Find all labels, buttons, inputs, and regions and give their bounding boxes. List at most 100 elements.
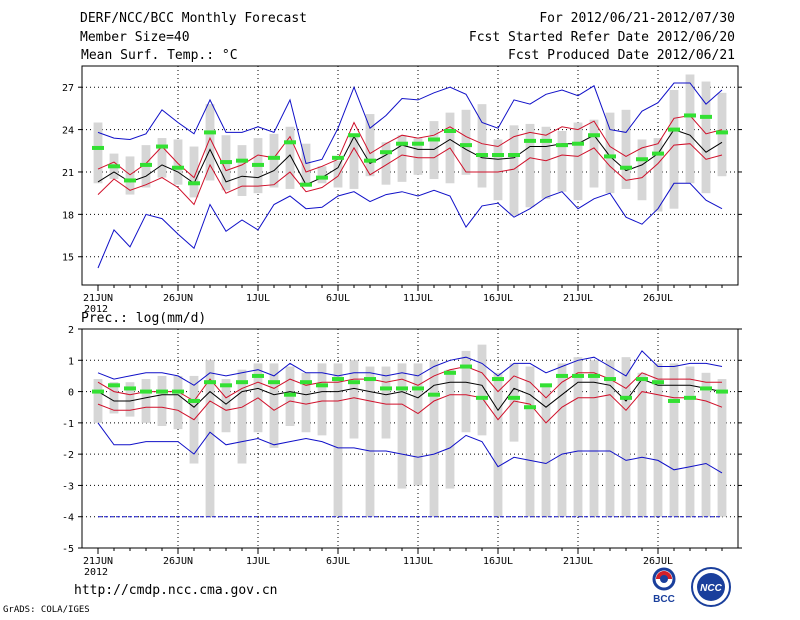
- prec-spread-bar: [429, 360, 439, 517]
- prec-x-tick-label: 21JUL: [563, 556, 593, 567]
- prec-obs-marker: [652, 380, 664, 385]
- header-produced-date: Fcst Produced Date 2012/06/21: [508, 48, 735, 63]
- prec-obs-marker: [364, 377, 376, 382]
- temp-spread-bar: [413, 138, 423, 175]
- prec-spread-bar: [541, 385, 551, 517]
- header-title: DERF/NCC/BCC Monthly Forecast: [80, 11, 307, 26]
- temp-spread-bar: [653, 138, 663, 212]
- prec-spread-bar: [125, 382, 135, 417]
- temp-line-p-low: [97, 143, 723, 206]
- temp-chart-title: Mean Surf. Temp.: °C: [81, 48, 238, 63]
- prec-obs-marker: [236, 380, 248, 385]
- temp-obs-marker: [348, 133, 360, 138]
- prec-spread-bar: [701, 372, 711, 517]
- temp-obs-marker: [380, 150, 392, 155]
- temp-y-tick-label: 15: [62, 253, 74, 264]
- temp-obs-marker: [444, 128, 456, 133]
- prec-spread-bar: [653, 363, 663, 517]
- prec-obs-marker: [476, 395, 488, 400]
- prec-spread-bar: [573, 357, 583, 517]
- prec-spread-bar: [269, 363, 279, 448]
- prec-obs-marker: [588, 373, 600, 378]
- prec-obs-marker: [252, 373, 264, 378]
- prec-obs-marker: [540, 383, 552, 388]
- prec-spread-bar: [397, 363, 407, 489]
- temp-x-tick-label: 11JUL: [403, 293, 433, 304]
- grads-credit: GrADS: COLA/IGES: [3, 605, 90, 615]
- prec-spread-bar: [381, 366, 391, 439]
- prec-line-mean: [97, 378, 723, 412]
- footer-url[interactable]: http://cmdp.ncc.cma.gov.cn: [74, 583, 278, 598]
- temp-spread-bar: [605, 112, 615, 194]
- prec-spread-bar: [93, 379, 103, 423]
- temp-obs-marker: [220, 160, 232, 165]
- prec-spread-bar: [109, 382, 119, 414]
- prec-obs-marker: [172, 389, 184, 394]
- prec-y-tick-label: 0: [68, 388, 74, 399]
- temp-obs-marker: [284, 140, 296, 145]
- temp-obs-marker: [588, 133, 600, 138]
- temp-obs-marker: [300, 182, 312, 187]
- temp-x-tick-label: 6JUL: [326, 293, 350, 304]
- temp-obs-marker: [476, 153, 488, 158]
- temp-plot-frame: [81, 65, 739, 286]
- prec-spread-bar: [557, 363, 567, 517]
- temp-spread-bar: [349, 133, 359, 189]
- prec-spread-bar: [525, 366, 535, 517]
- prec-obs-marker: [92, 389, 104, 394]
- header-started-date: Fcst Started Refer Date 2012/06/20: [468, 30, 735, 45]
- temp-spread-bar: [509, 125, 519, 216]
- temp-obs-marker: [428, 137, 440, 142]
- temp-obs-marker: [492, 153, 504, 158]
- prec-spread-bar: [365, 366, 375, 517]
- temp-y-tick-label: 24: [62, 126, 74, 137]
- temp-spread-bar: [205, 104, 215, 181]
- temp-spread-bar: [573, 122, 583, 201]
- prec-obs-marker: [316, 383, 328, 388]
- prec-obs-marker: [716, 389, 728, 394]
- temp-obs-marker: [268, 155, 280, 160]
- prec-spread-bar: [205, 360, 215, 517]
- temp-spread-bar: [237, 145, 247, 196]
- temp-x-tick-label: 21JUN: [83, 293, 113, 304]
- temp-obs-marker: [140, 162, 152, 167]
- prec-spread-bar: [637, 372, 647, 517]
- temp-obs-marker: [108, 164, 120, 169]
- prec-year-label: 2012: [84, 567, 108, 578]
- prec-spread-bar: [237, 369, 247, 464]
- prec-obs-marker: [620, 395, 632, 400]
- temp-obs-marker: [172, 165, 184, 170]
- prec-obs-marker: [220, 383, 232, 388]
- temp-spread-bar: [157, 138, 167, 178]
- temp-obs-marker: [668, 127, 680, 132]
- prec-obs-marker: [156, 389, 168, 394]
- temp-y-tick-label: 21: [62, 168, 74, 179]
- temp-obs-marker: [460, 143, 472, 148]
- prec-line-p-low: [97, 391, 723, 424]
- temp-spread-bar: [637, 139, 647, 201]
- temp-spread-bar: [269, 133, 279, 188]
- header-date-range: For 2012/06/21-2012/07/30: [539, 11, 735, 26]
- temp-spread-bar: [541, 126, 551, 199]
- temp-spread-bar: [397, 135, 407, 182]
- temp-x-tick-label: 26JUL: [643, 293, 673, 304]
- temp-obs-marker: [156, 144, 168, 149]
- prec-spread-bar: [445, 369, 455, 489]
- temp-x-tick-label: 21JUL: [563, 293, 593, 304]
- temp-spread-bar: [93, 122, 103, 184]
- prec-obs-marker: [508, 395, 520, 400]
- temp-obs-marker: [572, 141, 584, 146]
- prec-obs-marker: [124, 386, 136, 391]
- temp-obs-marker: [204, 130, 216, 135]
- prec-obs-marker: [204, 380, 216, 385]
- prec-obs-marker: [380, 386, 392, 391]
- temp-spread-bar: [285, 126, 295, 189]
- prec-y-tick-label: 2: [68, 325, 74, 336]
- prec-line-max: [97, 350, 723, 386]
- prec-spread-bar: [141, 379, 151, 423]
- temp-obs-marker: [236, 158, 248, 163]
- temp-spread-bar: [525, 123, 535, 208]
- prec-obs-marker: [412, 386, 424, 391]
- temp-spread-bar: [669, 90, 679, 209]
